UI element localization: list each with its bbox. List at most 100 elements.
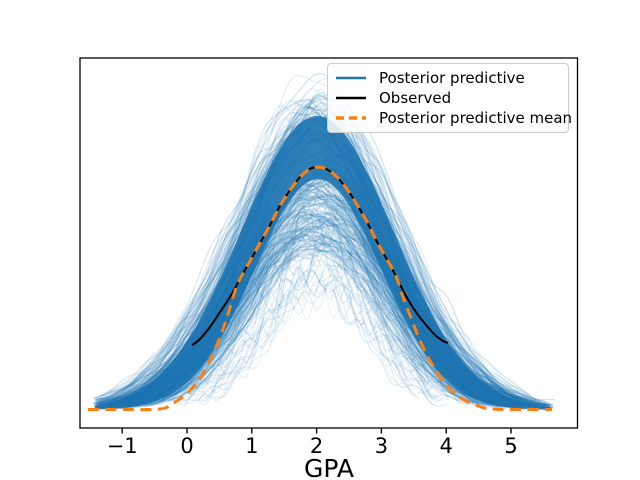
posterior-predictive-curve <box>95 203 531 407</box>
posterior-predictive-curve <box>131 121 486 399</box>
posterior-predictive-curve <box>98 248 513 408</box>
posterior-predictive-curve <box>114 99 528 409</box>
posterior-predictive-curve <box>111 136 537 409</box>
posterior-predictive-curve <box>203 210 451 399</box>
posterior-predictive-curve <box>116 103 520 399</box>
posterior-predictive-curve <box>108 126 533 401</box>
posterior-predictive-curve <box>172 175 430 406</box>
posterior-predictive-curve <box>183 197 445 407</box>
posterior-predictive-curve <box>96 189 553 409</box>
posterior-predictive-curve <box>132 210 490 408</box>
posterior-predictive-curve <box>119 236 488 407</box>
posterior-predictive-curve <box>133 169 495 407</box>
posterior-predictive-curve <box>113 137 510 403</box>
posterior-predictive-curve <box>142 198 456 405</box>
posterior-predictive-curve <box>108 140 530 403</box>
posterior-predictive-curve <box>114 185 525 404</box>
posterior-predictive-curve <box>160 231 522 408</box>
posterior-predictive-curve <box>130 126 549 406</box>
posterior-predictive-curve <box>94 216 551 408</box>
posterior-predictive-curve <box>97 198 554 409</box>
posterior-predictive-curve <box>110 93 518 408</box>
posterior-predictive-curve <box>188 195 439 398</box>
posterior-predictive-curve <box>98 123 524 404</box>
posterior-predictive-curve <box>94 208 527 404</box>
posterior-predictive-curve <box>171 217 518 408</box>
posterior-predictive-curve <box>99 198 513 405</box>
posterior-predictive-curve <box>175 172 479 402</box>
posterior-predictive-curve <box>155 184 520 407</box>
posterior-predictive-curve <box>97 98 548 409</box>
posterior-predictive-curve <box>130 230 552 408</box>
posterior-predictive-curve <box>97 106 536 405</box>
posterior-predictive-curve <box>97 129 551 406</box>
posterior-predictive-curve <box>94 172 505 409</box>
posterior-predictive-curve <box>127 140 496 395</box>
posterior-predictive-curve <box>128 106 521 406</box>
posterior-predictive-curve <box>108 167 505 409</box>
posterior-predictive-curve <box>123 234 538 406</box>
posterior-predictive-curve <box>98 109 555 404</box>
posterior-predictive-curve <box>222 274 434 407</box>
posterior-predictive-curve <box>93 133 550 409</box>
posterior-predictive-curve <box>122 177 540 409</box>
posterior-predictive-curve <box>93 147 551 407</box>
posterior-predictive-curve <box>93 249 526 410</box>
posterior-predictive-curve <box>110 127 524 407</box>
posterior-predictive-curve <box>95 117 506 401</box>
posterior-predictive-curve <box>98 96 548 405</box>
posterior-predictive-curve <box>94 249 548 410</box>
posterior-predictive-curve <box>119 188 512 406</box>
posterior-predictive-curve <box>98 153 519 408</box>
posterior-predictive-curve <box>131 221 545 407</box>
posterior-predictive-curve <box>157 213 511 408</box>
posterior-predictive-curve <box>95 195 549 407</box>
posterior-predictive-curve <box>98 168 552 407</box>
posterior-predictive-curve <box>97 223 554 409</box>
posterior-predictive-curve <box>149 167 507 402</box>
posterior-predictive-curve <box>204 238 405 398</box>
posterior-predictive-curve <box>150 128 490 404</box>
posterior-predictive-curve <box>179 196 519 409</box>
x-tick-label: 0 <box>180 434 193 458</box>
posterior-predictive-curve <box>93 150 553 407</box>
posterior-predictive-curve <box>97 137 537 404</box>
posterior-predictive-curve <box>107 177 543 407</box>
posterior-predictive-curve <box>95 176 539 406</box>
posterior-predictive-curve <box>95 176 549 407</box>
posterior-predictive-curve <box>121 236 475 407</box>
posterior-predictive-curve <box>115 113 497 403</box>
posterior-predictive-curve <box>99 150 510 402</box>
posterior-predictive-curve <box>146 211 518 410</box>
posterior-predictive-curve <box>99 181 553 406</box>
posterior-predictive-curve <box>102 217 527 408</box>
posterior-predictive-curve <box>95 229 552 409</box>
posterior-predictive-curve <box>93 220 529 406</box>
posterior-predictive-curve <box>95 122 549 408</box>
posterior-predictive-curve <box>136 130 512 406</box>
posterior-predictive-curve <box>117 202 553 409</box>
posterior-predictive-curve <box>124 165 549 408</box>
posterior-predictive-curve <box>108 94 544 406</box>
legend-entry-label: Posterior predictive <box>379 69 525 87</box>
posterior-predictive-curve <box>199 222 429 399</box>
posterior-predictive-curve <box>160 138 486 408</box>
posterior-predictive-curve <box>121 133 547 403</box>
posterior-predictive-curve <box>105 118 495 408</box>
posterior-predictive-curve <box>95 125 546 406</box>
posterior-predictive-curve <box>105 158 487 409</box>
posterior-predictive-curve <box>98 131 527 409</box>
posterior-predictive-curve <box>128 218 547 407</box>
posterior-predictive-curve <box>152 211 471 399</box>
posterior-predictive-curve <box>110 88 488 404</box>
posterior-predictive-curve <box>103 183 550 409</box>
posterior-predictive-curve <box>94 150 484 407</box>
posterior-predictive-curve <box>186 193 444 399</box>
posterior-predictive-curve <box>104 248 508 407</box>
posterior-predictive-curve <box>144 153 516 407</box>
posterior-predictive-curve <box>122 168 483 404</box>
posterior-predictive-curve <box>109 162 524 405</box>
posterior-predictive-curve <box>114 193 507 410</box>
posterior-predictive-curve <box>108 234 526 411</box>
